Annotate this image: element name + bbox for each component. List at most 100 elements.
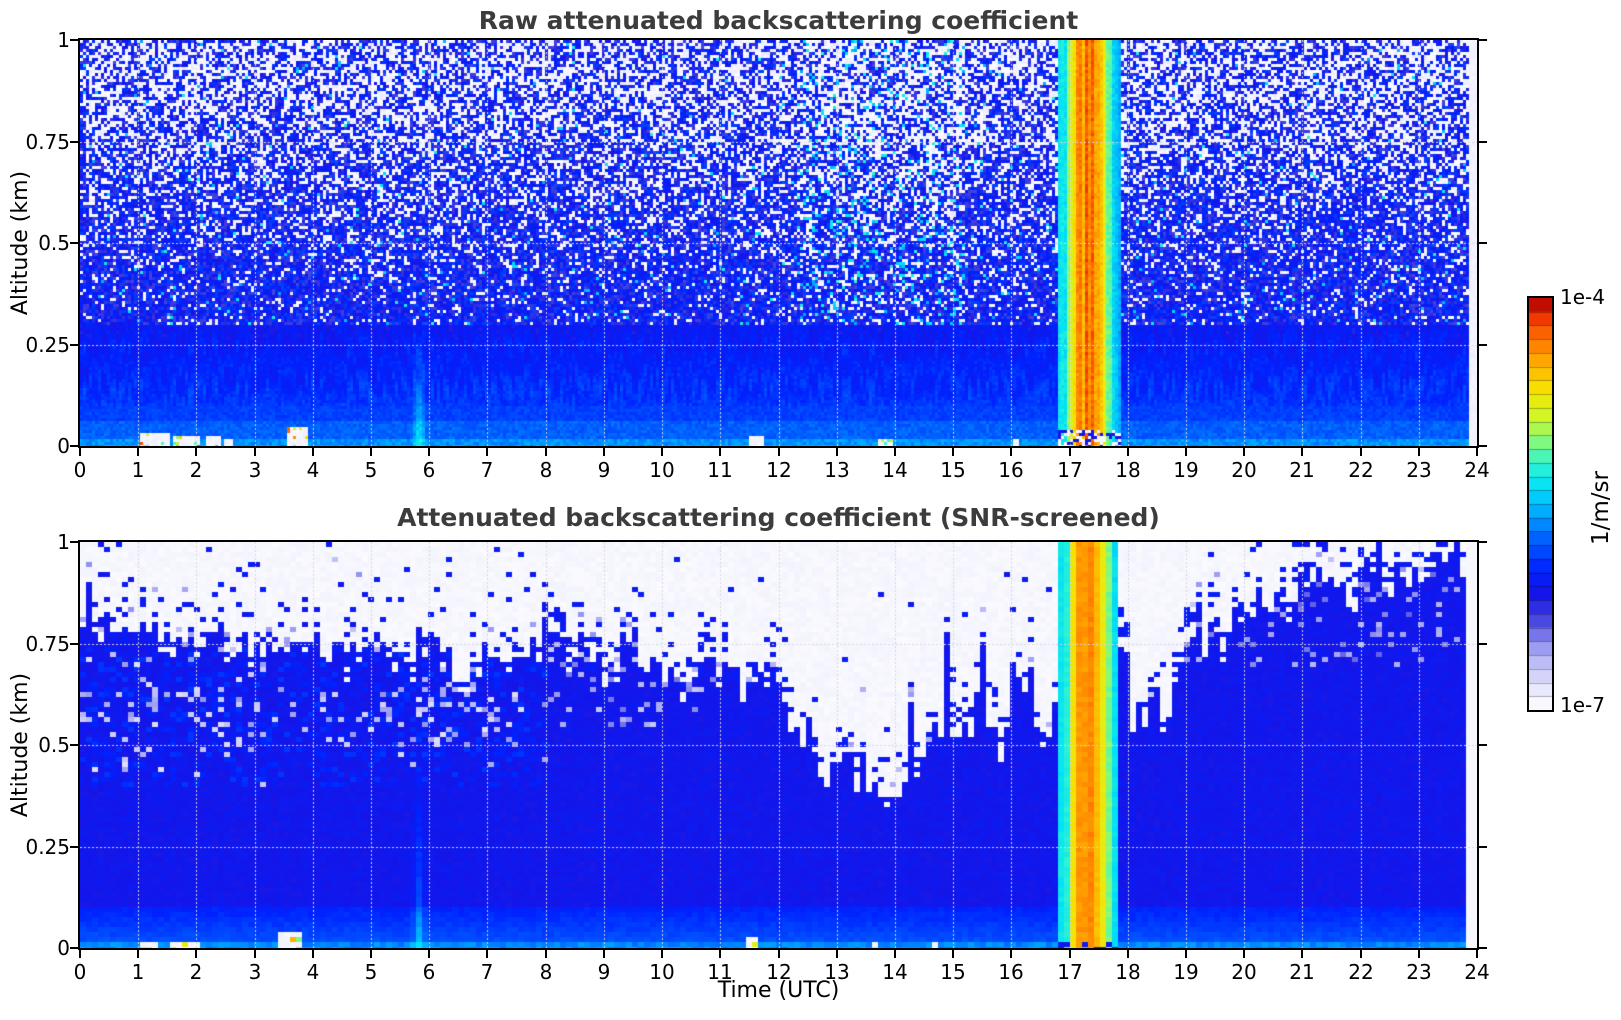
x-tick-mark [1185,448,1187,456]
x-tick-label: 20 [1231,458,1257,482]
x-tick-label: 10 [649,458,675,482]
x-tick-label: 9 [597,458,611,482]
screened-backscatter-heatmap [80,542,1477,948]
x-tick-mark [370,950,372,958]
x-tick-mark [254,448,256,456]
x-tick-mark [79,950,81,958]
y-tick-mark-left [70,541,78,543]
x-tick-label: 17 [1057,960,1083,984]
x-tick-mark [894,950,896,958]
x-tick-label: 21 [1289,960,1315,984]
x-tick-mark [428,950,430,958]
x-tick-label: 17 [1057,458,1083,482]
x-tick-mark [486,448,488,456]
x-tick-mark [1418,950,1420,958]
x-tick-label: 6 [422,960,436,984]
x-tick-label: 18 [1115,458,1141,482]
x-tick-mark [1476,950,1478,958]
x-tick-mark [1360,448,1362,456]
x-tick-label: 24 [1464,960,1490,984]
y-tick-mark-right [1479,643,1487,645]
y-tick-label: 0.25 [25,333,70,357]
x-tick-mark [254,950,256,958]
y-tick-mark-left [70,846,78,848]
y-tick-mark-right [1479,947,1487,949]
x-axis-label: Time (UTC) [717,978,840,1003]
x-tick-label: 13 [824,458,850,482]
x-tick-mark [545,950,547,958]
y-tick-label: 0.5 [38,231,70,255]
x-tick-mark [137,448,139,456]
y-tick-mark-right [1479,344,1487,346]
x-tick-label: 23 [1406,458,1432,482]
colorbar-max-label: 1e-4 [1560,285,1605,309]
x-tick-label: 1 [131,960,145,984]
x-tick-mark [836,950,838,958]
x-tick-label: 11 [707,458,733,482]
x-tick-mark [719,950,721,958]
x-tick-mark [1243,448,1245,456]
x-tick-label: 18 [1115,960,1141,984]
x-tick-mark [486,950,488,958]
y-tick-label: 0.75 [25,632,70,656]
x-tick-mark [1010,448,1012,456]
x-tick-mark [1127,950,1129,958]
x-tick-label: 0 [73,960,87,984]
colorbar-unit-label: 1/m/sr [1588,471,1614,545]
x-tick-mark [661,950,663,958]
x-tick-label: 14 [882,960,908,984]
x-tick-mark [137,950,139,958]
x-tick-label: 23 [1406,960,1432,984]
x-tick-mark [312,448,314,456]
x-tick-label: 4 [306,458,320,482]
x-tick-mark [428,448,430,456]
x-tick-label: 15 [940,960,966,984]
x-tick-label: 9 [597,960,611,984]
x-tick-label: 1 [131,458,145,482]
x-tick-label: 0 [73,458,87,482]
x-tick-mark [719,448,721,456]
x-tick-mark [1069,448,1071,456]
x-tick-mark [778,448,780,456]
y-tick-mark-left [70,643,78,645]
y-tick-label: 1 [57,28,70,52]
y-tick-mark-left [70,445,78,447]
x-tick-mark [1010,950,1012,958]
y-tick-mark-right [1479,846,1487,848]
x-tick-mark [952,950,954,958]
y-tick-label: 0 [57,936,70,960]
top-plot-title: Raw attenuated backscattering coefficien… [478,6,1079,35]
x-tick-mark [836,448,838,456]
x-tick-label: 5 [364,458,378,482]
x-tick-label: 8 [539,458,553,482]
x-tick-label: 7 [480,458,494,482]
bottom-plot-title: Attenuated backscattering coefficient (S… [397,503,1160,532]
x-tick-mark [1243,950,1245,958]
y-tick-mark-left [70,947,78,949]
x-tick-label: 6 [422,458,436,482]
x-tick-label: 12 [766,458,792,482]
x-tick-label: 21 [1289,458,1315,482]
x-tick-label: 24 [1464,458,1490,482]
x-tick-label: 22 [1348,458,1374,482]
y-tick-mark-right [1479,242,1487,244]
colorbar-frame [1527,296,1554,712]
y-tick-mark-left [70,242,78,244]
x-tick-label: 19 [1173,960,1199,984]
x-tick-label: 5 [364,960,378,984]
y-tick-mark-right [1479,744,1487,746]
y-tick-mark-right [1479,445,1487,447]
y-tick-label: 0.75 [25,130,70,154]
x-tick-label: 2 [189,960,203,984]
x-tick-mark [195,950,197,958]
x-tick-mark [778,950,780,958]
y-tick-label: 0 [57,434,70,458]
x-tick-mark [79,448,81,456]
x-tick-mark [1476,448,1478,456]
x-tick-mark [1418,448,1420,456]
x-tick-mark [952,448,954,456]
raw-backscatter-heatmap [80,40,1477,446]
x-tick-label: 4 [306,960,320,984]
y-tick-mark-right [1479,141,1487,143]
